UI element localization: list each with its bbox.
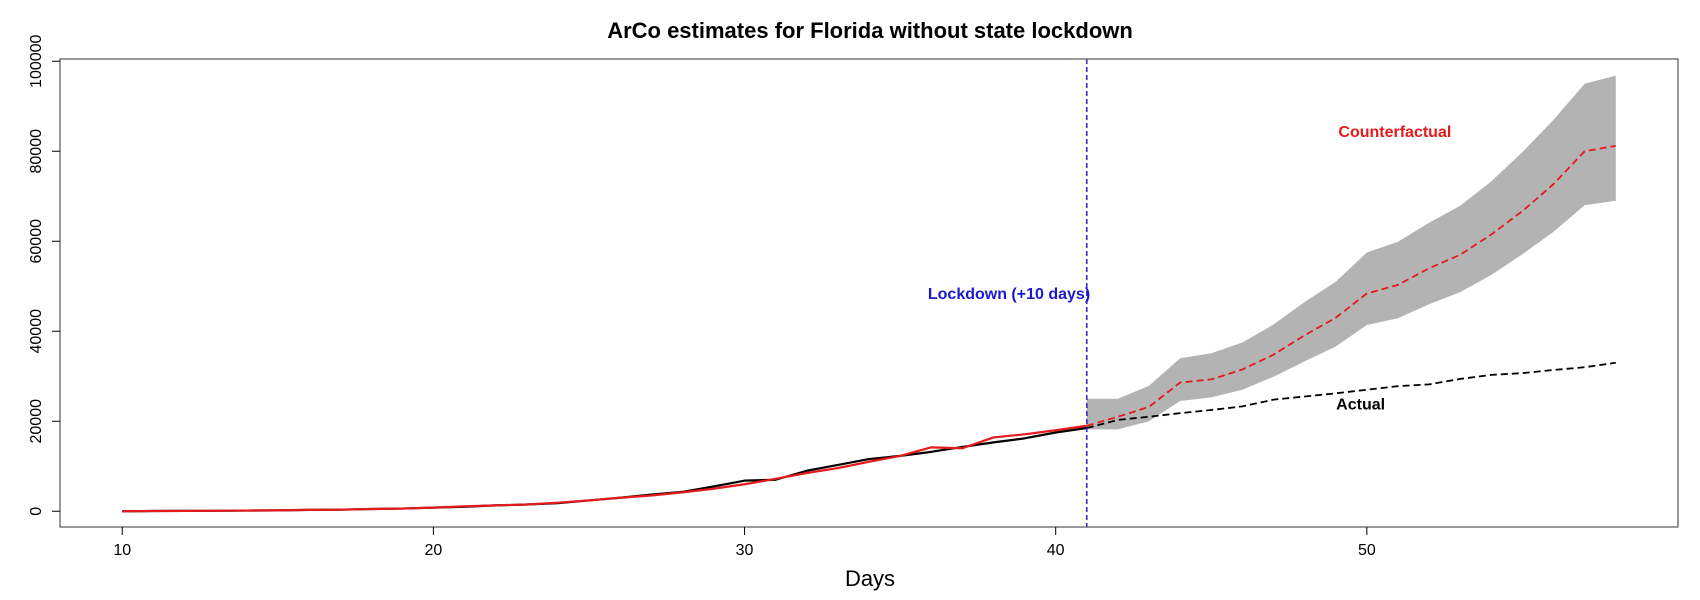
x-tick-label: 20 bbox=[424, 542, 442, 559]
y-tick-label: 80000 bbox=[28, 129, 45, 174]
series-line-counterfactual-post bbox=[1086, 144, 1616, 427]
intervention-label: Lockdown (+10 days) bbox=[928, 286, 1090, 303]
chart-title: ArCo estimates for Florida without state… bbox=[607, 18, 1133, 43]
y-tick-label: 100000 bbox=[28, 34, 45, 87]
confidence-band bbox=[1086, 75, 1616, 430]
y-tick-label: 0 bbox=[28, 507, 45, 516]
y-tick-label: 40000 bbox=[28, 309, 45, 354]
series-line-actual-post bbox=[1086, 361, 1616, 429]
plot-frame bbox=[59, 58, 1679, 528]
series-label-actual: Actual bbox=[1336, 396, 1385, 413]
series-label-counterfactual: Counterfactual bbox=[1338, 124, 1451, 141]
y-tick-label: 20000 bbox=[28, 399, 45, 444]
x-axis-label: Days bbox=[845, 566, 895, 591]
plot-area: Actual Counterfactual Lockdown (+10 days) 1… bbox=[28, 34, 1679, 559]
y-tick-label: 60000 bbox=[28, 219, 45, 264]
x-tick-label: 30 bbox=[736, 542, 754, 559]
x-tick-label: 40 bbox=[1047, 542, 1065, 559]
series-line-counterfactual-pre bbox=[122, 424, 1087, 513]
x-tick-label: 50 bbox=[1358, 542, 1376, 559]
x-tick-label: 10 bbox=[113, 542, 131, 559]
